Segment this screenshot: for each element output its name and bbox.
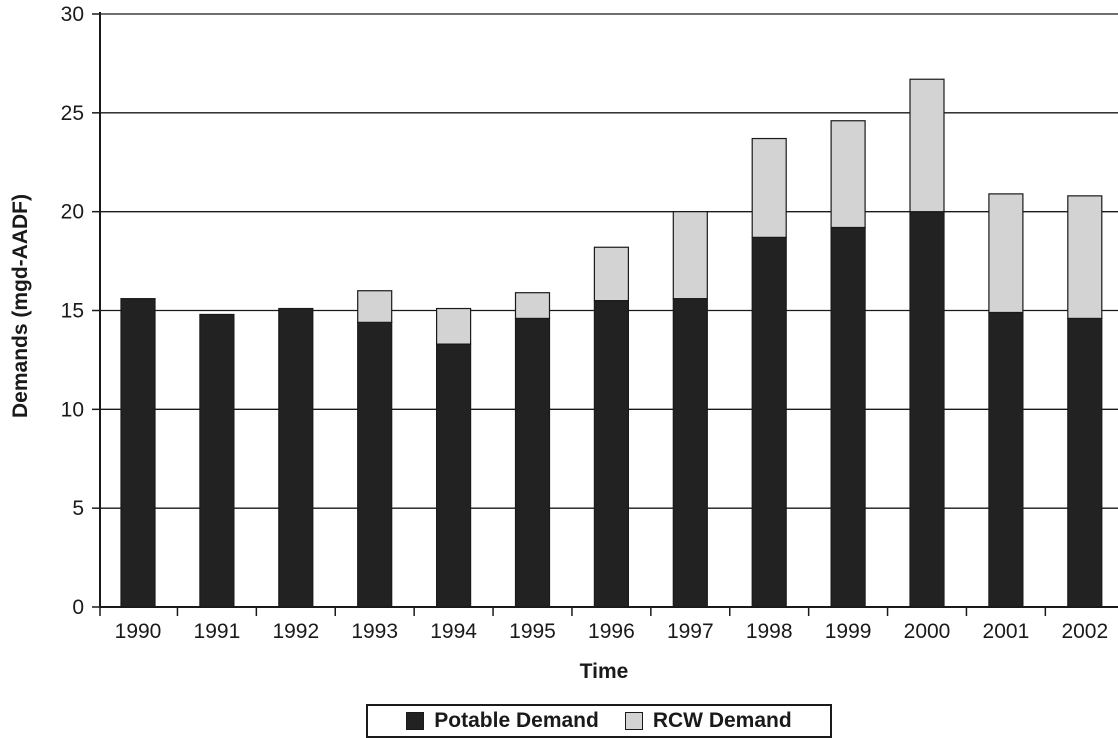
legend-item-potable: Potable Demand (406, 709, 599, 733)
y-tick-labels: 0 5 10 15 20 25 30 (61, 3, 84, 619)
y-tick-label: 20 (61, 201, 84, 224)
bar-rcw-1994 (436, 307, 472, 345)
bar-potable-1997 (672, 298, 708, 608)
x-tick-label: 1999 (825, 620, 872, 643)
bar-rcw-1997 (672, 211, 708, 300)
bar-potable-1991 (199, 313, 235, 608)
legend-item-rcw: RCW Demand (624, 709, 792, 733)
legend-swatch-potable (406, 712, 425, 730)
bar-rcw-1999 (830, 120, 866, 229)
bar-rcw-2002 (1067, 195, 1103, 320)
bar-potable-1995 (514, 317, 551, 608)
y-tick-label: 0 (72, 596, 84, 619)
y-tick-label: 25 (61, 102, 84, 125)
bar-potable-1992 (278, 307, 314, 608)
bar-rcw-1996 (593, 246, 630, 302)
legend-label-potable: Potable Demand (434, 709, 599, 732)
x-tick-label: 1992 (272, 620, 319, 643)
x-tick-label: 1995 (509, 620, 556, 643)
x-tick-label: 2002 (1061, 620, 1108, 643)
bar-potable-1990 (120, 298, 156, 608)
axes (99, 12, 1118, 608)
x-tick-label: 1994 (430, 620, 477, 643)
y-tick-label: 10 (61, 398, 84, 421)
bar-potable-1999 (830, 226, 866, 608)
bar-rcw-1998 (751, 137, 787, 238)
x-tick-label: 1998 (746, 620, 793, 643)
bar-potable-1993 (357, 321, 393, 608)
bar-rcw-1995 (514, 292, 551, 320)
y-axis-title: Demands (mgd-AADF) (9, 194, 32, 418)
x-tick-label: 1996 (588, 620, 635, 643)
legend-label-rcw: RCW Demand (652, 709, 792, 732)
x-tick-labels: 1990 1991 1992 1993 1994 1995 1996 1997 1998 1999… (115, 620, 1109, 643)
bar-potable-2001 (988, 311, 1024, 608)
bar-potable-1996 (593, 300, 630, 608)
bar-potable-2000 (909, 211, 945, 608)
bar-potable-2002 (1067, 317, 1103, 608)
y-tick-label: 5 (72, 497, 84, 520)
bar-potable-1998 (751, 236, 787, 608)
bars (99, 78, 1103, 616)
x-axis-title: Time (580, 660, 629, 683)
legend-swatch-rcw (624, 712, 643, 730)
bar-potable-1994 (436, 343, 472, 608)
y-tick-label: 15 (61, 300, 84, 323)
bar-rcw-2001 (988, 193, 1024, 314)
x-tick-label: 1993 (351, 620, 398, 643)
x-tick-label: 1997 (667, 620, 714, 643)
bar-rcw-2000 (909, 78, 945, 213)
y-tick-label: 30 (61, 3, 84, 26)
bar-rcw-1993 (357, 290, 393, 323)
x-tick-label: 1991 (194, 620, 241, 643)
legend: Potable Demand RCW Demand (366, 704, 832, 738)
x-tick-label: 2000 (904, 620, 951, 643)
x-tick-label: 1990 (115, 620, 162, 643)
x-tick-label: 2001 (983, 620, 1030, 643)
